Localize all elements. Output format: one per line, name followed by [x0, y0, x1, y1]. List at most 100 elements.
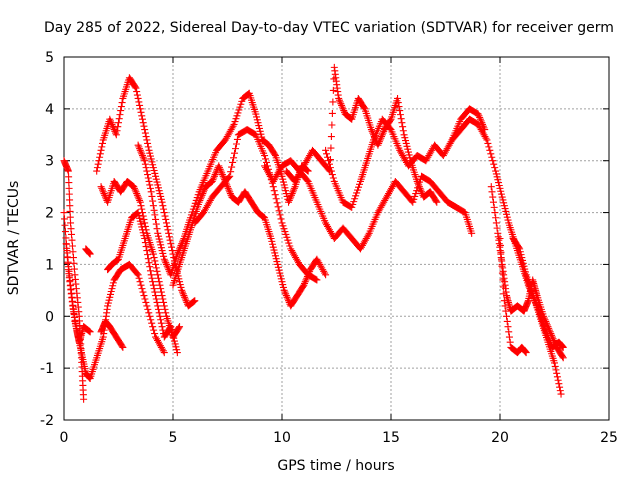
series-arc-4	[82, 245, 94, 258]
data-point-marker	[149, 197, 157, 205]
data-point-marker	[497, 255, 505, 263]
data-point-marker	[149, 202, 157, 210]
data-point-marker	[168, 243, 176, 251]
x-tick-label: 15	[382, 430, 400, 446]
data-point-marker	[179, 290, 187, 298]
data-point-marker	[418, 188, 426, 196]
data-point-marker	[532, 298, 540, 306]
data-point-marker	[141, 157, 149, 165]
data-point-marker	[394, 94, 402, 102]
x-tick-label: 5	[169, 430, 178, 446]
data-point-marker	[286, 195, 294, 203]
data-point-marker	[328, 121, 336, 129]
data-point-marker	[94, 160, 102, 168]
data-point-marker	[132, 188, 140, 196]
data-point-marker	[283, 293, 291, 301]
data-point-marker	[160, 209, 168, 217]
data-point-marker	[141, 239, 149, 247]
data-point-marker	[131, 83, 139, 91]
data-point-marker	[276, 211, 284, 219]
data-point-marker	[327, 144, 335, 152]
data-point-marker	[327, 167, 335, 175]
data-point-marker	[141, 160, 149, 168]
chart-title: Day 285 of 2022, Sidereal Day-to-day VTE…	[44, 20, 614, 36]
data-point-marker	[302, 276, 310, 284]
data-point-marker	[160, 302, 168, 310]
data-point-marker	[142, 164, 150, 172]
data-point-marker	[468, 229, 476, 237]
data-point-marker	[141, 126, 149, 134]
y-tick-label: 3	[45, 154, 54, 170]
data-point-marker	[141, 219, 149, 227]
data-point-marker	[490, 160, 498, 168]
data-point-marker	[200, 188, 208, 196]
y-tick-label: 5	[45, 50, 54, 66]
data-point-marker	[154, 305, 162, 313]
data-point-marker	[543, 331, 551, 339]
data-point-marker	[198, 191, 206, 199]
data-point-marker	[182, 297, 190, 305]
data-point-marker	[360, 104, 368, 112]
data-point-marker	[197, 195, 205, 203]
data-point-marker	[146, 267, 154, 275]
data-point-marker	[163, 222, 171, 230]
data-point-marker	[139, 288, 147, 296]
data-point-marker	[200, 186, 208, 194]
data-point-marker	[150, 206, 158, 214]
data-point-marker	[323, 150, 331, 158]
data-point-marker	[136, 101, 144, 109]
data-point-marker	[225, 173, 233, 181]
data-point-marker	[275, 207, 283, 215]
data-point-marker	[156, 281, 164, 289]
data-point-marker	[208, 177, 216, 185]
data-point-marker	[157, 316, 165, 324]
data-point-marker	[487, 150, 495, 158]
data-point-marker	[175, 324, 183, 332]
data-point-marker	[149, 281, 157, 289]
data-point-marker	[225, 186, 233, 194]
data-point-marker	[151, 211, 159, 219]
series-layer	[60, 63, 567, 403]
data-point-marker	[197, 193, 205, 201]
data-point-marker	[375, 138, 383, 146]
data-point-marker	[553, 373, 561, 381]
data-point-marker	[133, 270, 141, 278]
data-point-marker	[150, 326, 158, 334]
data-point-marker	[415, 181, 423, 189]
data-point-marker	[108, 120, 116, 128]
data-point-marker	[134, 94, 142, 102]
data-point-marker	[151, 257, 159, 265]
data-point-marker	[396, 111, 404, 119]
data-point-marker	[139, 119, 147, 127]
data-point-marker	[506, 338, 514, 346]
data-point-marker	[151, 330, 159, 338]
data-point-marker	[158, 198, 166, 206]
data-point-marker	[555, 380, 563, 388]
data-point-marker	[376, 136, 384, 144]
data-point-marker	[148, 319, 156, 327]
data-point-marker	[153, 298, 161, 306]
data-point-marker	[261, 152, 269, 160]
series-arc-10	[169, 162, 330, 310]
data-point-marker	[152, 260, 160, 268]
data-point-marker	[558, 353, 566, 361]
data-point-marker	[145, 177, 153, 185]
data-point-marker	[112, 131, 120, 139]
data-point-marker	[137, 202, 145, 210]
data-point-marker	[143, 167, 151, 175]
data-point-marker	[328, 109, 336, 117]
data-point-marker	[162, 215, 170, 223]
data-point-marker	[162, 259, 170, 267]
data-point-marker	[144, 305, 152, 313]
data-point-marker	[85, 327, 93, 335]
data-point-marker	[60, 209, 68, 217]
data-point-marker	[274, 203, 282, 211]
data-point-marker	[181, 295, 189, 303]
data-point-marker	[97, 183, 105, 191]
series-arc-13	[282, 63, 441, 206]
data-point-marker	[415, 183, 423, 191]
data-point-marker	[143, 302, 151, 310]
data-point-marker	[546, 338, 554, 346]
y-tick-label: 1	[45, 257, 54, 273]
